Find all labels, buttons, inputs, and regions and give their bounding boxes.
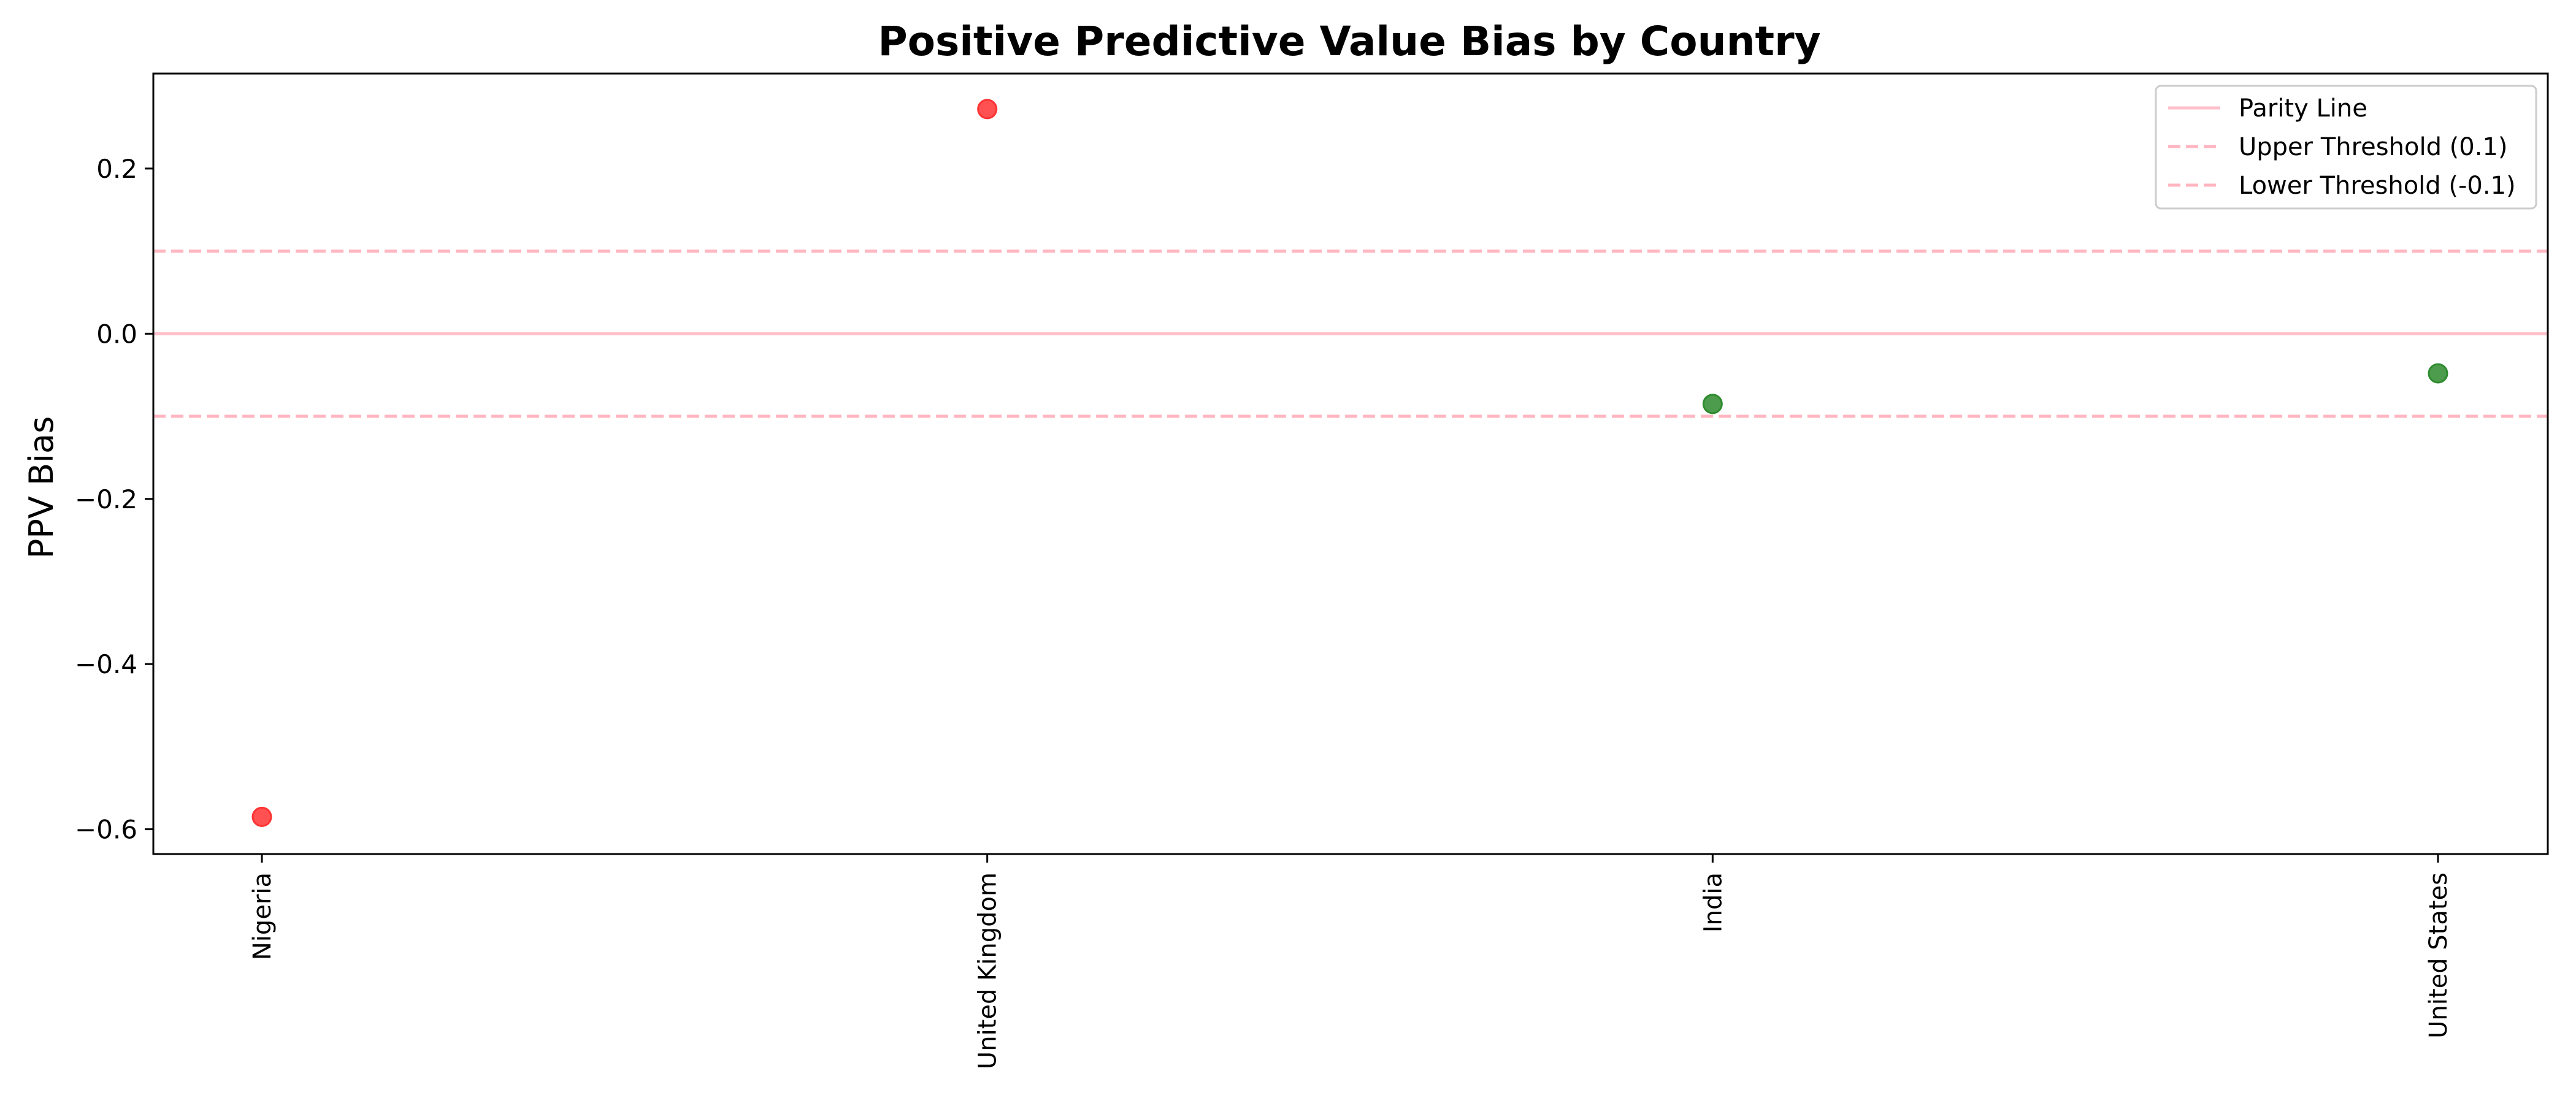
y-tick-label-1: −0.4	[75, 649, 137, 679]
plot-frame	[152, 72, 2549, 855]
legend-label-0: Parity Line	[2239, 94, 2367, 123]
data-point-nigeria	[251, 806, 272, 827]
legend-box	[2155, 85, 2537, 210]
x-tick-label-3: United States	[2425, 872, 2453, 1039]
chart-title: Positive Predictive Value Bias by Countr…	[878, 18, 1820, 65]
legend-label-2: Lower Threshold (-0.1)	[2239, 172, 2516, 200]
y-axis-label: PPV Bias	[22, 416, 61, 559]
data-points	[251, 99, 2448, 827]
y-tick-label-3: 0.0	[96, 319, 137, 349]
data-point-united-kingdom	[977, 99, 998, 120]
x-tick-label-0: Nigeria	[248, 872, 277, 960]
y-axis-ticks: −0.6 −0.4 −0.2 0.0 0.2	[75, 154, 153, 845]
legend-label-1: Upper Threshold (0.1)	[2239, 133, 2508, 161]
reference-lines	[153, 250, 2548, 418]
x-tick-label-1: United Kingdom	[974, 872, 1002, 1069]
y-tick-label-4: 0.2	[96, 154, 137, 184]
data-point-india	[1702, 394, 1723, 414]
x-axis-ticks: Nigeria United Kingdom India United States	[248, 854, 2453, 1069]
x-tick-label-2: India	[1699, 872, 1727, 932]
data-point-united-states	[2428, 363, 2448, 384]
y-tick-label-0: −0.6	[75, 815, 137, 845]
legend: Parity Line Upper Threshold (0.1) Lower Th…	[2155, 85, 2537, 210]
y-tick-label-2: −0.2	[75, 484, 137, 514]
